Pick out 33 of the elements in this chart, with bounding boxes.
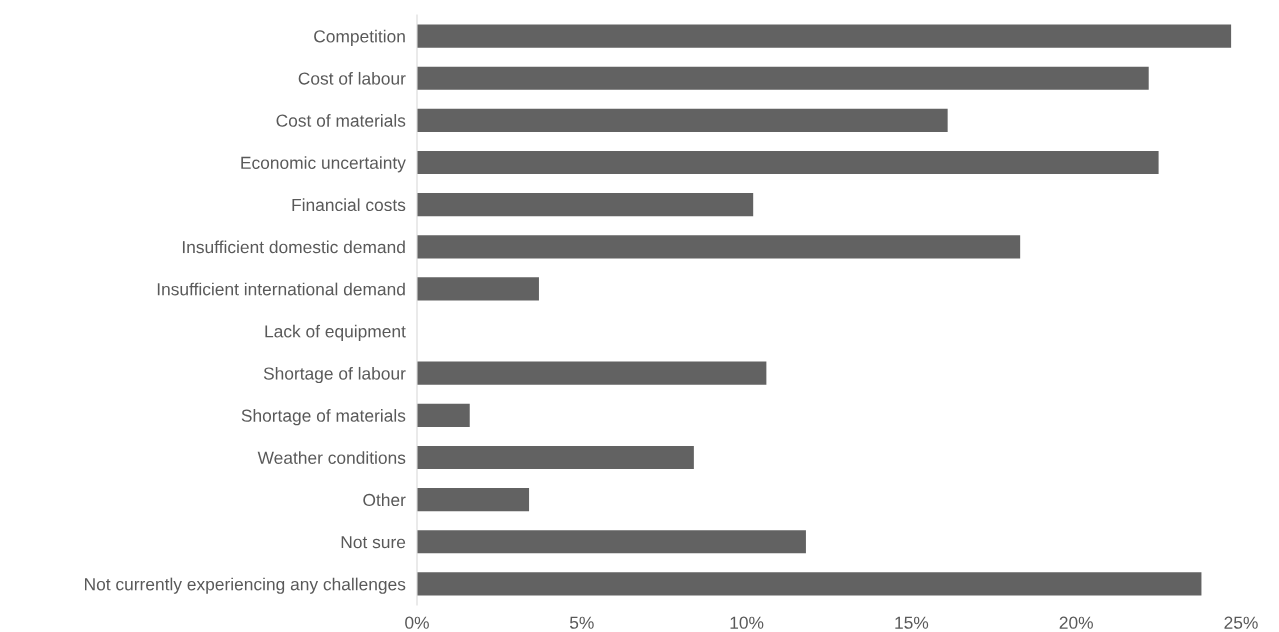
y-tick-label: Lack of equipment [265,324,406,341]
y-tick-label: Shortage of materials [241,409,406,426]
y-tick-label: Competition [314,29,405,46]
y-tick-label: Not currently experiencing any challenges [85,577,406,594]
bar [417,530,806,554]
y-tick-label: Financial costs [292,198,406,212]
y-tick-label: Insufficient domestic demand [182,240,405,254]
bar [417,277,539,301]
x-tick-label: 20% [1059,616,1093,629]
bar [417,108,948,132]
x-tick-label: 5% [569,616,594,629]
y-tick-label: Cost of materials [276,114,406,127]
y-tick-label: Weather conditions [257,451,406,464]
bar [417,24,1232,48]
x-tick-label: 15% [895,616,929,629]
bar [417,66,1149,90]
x-tick-label: 25% [1224,616,1258,629]
x-tick-label: 10% [730,616,764,629]
bar [417,445,694,470]
y-tick-label: Other [363,493,406,507]
x-tick-label: 0% [405,616,429,629]
y-tick-label: Cost of labour [298,71,406,85]
y-tick-label: Shortage of labour [263,366,406,384]
bar [417,572,1202,596]
y-tick-label: Not sure [341,536,406,549]
bar [417,150,1159,175]
y-tick-label: Insufficient international demand [157,282,405,296]
bar [417,193,754,217]
bar [417,235,1021,259]
bar [417,488,530,512]
bar [417,403,470,427]
bar [417,361,767,385]
y-tick-label: Economic uncertainty [241,156,406,173]
